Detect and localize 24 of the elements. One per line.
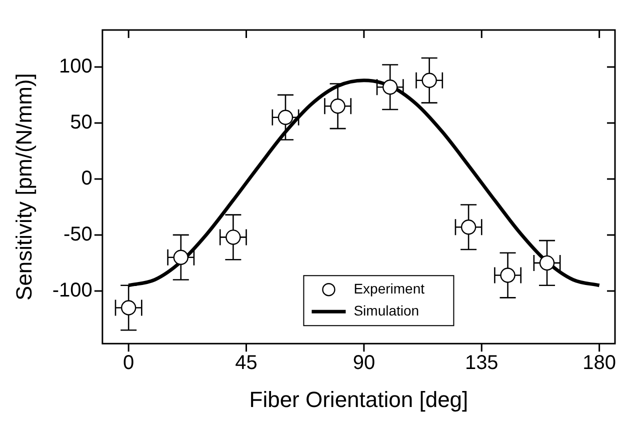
point [330,98,346,114]
y-tick-label: -50 [64,223,92,246]
point [500,268,516,283]
y-tick-label: 100 [59,55,92,78]
legend-label: Experiment [354,280,425,296]
point [539,255,555,271]
point [173,250,188,265]
y-tick-label: -100 [52,279,92,302]
x-tick-label: 135 [464,352,498,374]
x-tick-label: 90 [352,352,376,374]
point [226,230,241,245]
legend-label: Simulation [354,302,420,318]
x-axis-title: Fiber Orientation [deg] [249,386,468,412]
point [460,220,476,235]
y-tick-label: 0 [81,167,92,190]
y-axis-title: Sensitivity [pm/(N/mm)] [11,73,36,300]
point [422,72,437,88]
x-tick-label: 45 [235,352,258,374]
point [278,110,294,125]
x-tick-label: 0 [123,352,134,374]
x-tick-label: 180 [582,352,616,374]
point [120,300,136,316]
y-tick-label: 50 [70,111,92,134]
point [382,80,398,95]
